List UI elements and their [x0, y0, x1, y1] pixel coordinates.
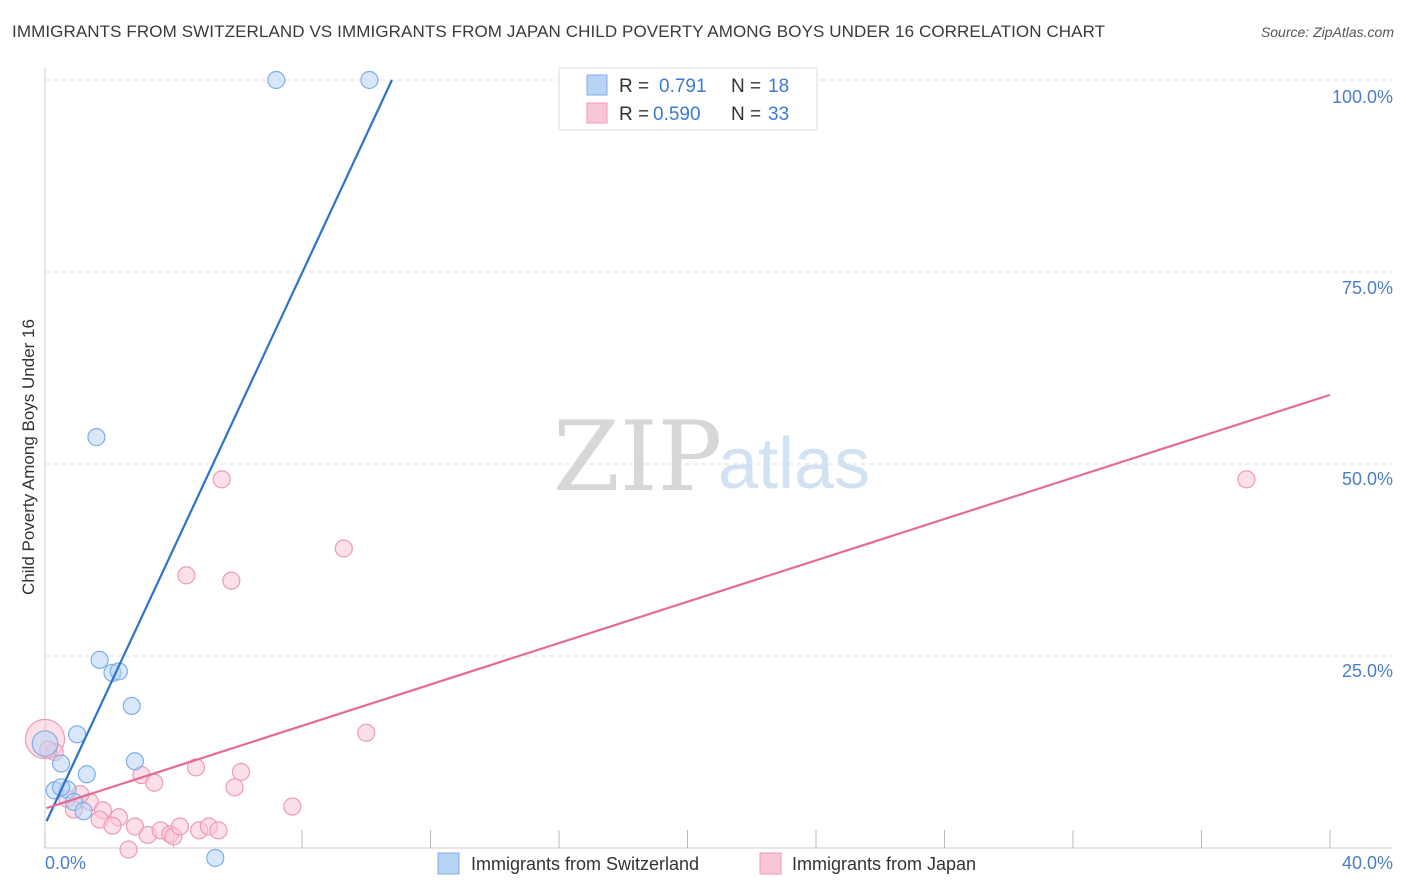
bottom-legend-swatch-switzerland [437, 852, 460, 875]
y-tick-label-75: 75.0% [1342, 278, 1393, 298]
trend-line-switzerland [45, 79, 393, 822]
point-switzerland-8 [125, 752, 145, 771]
point-japan-7 [357, 723, 376, 742]
point-switzerland-9 [51, 754, 71, 773]
y-tick-label-100: 100.0% [1332, 87, 1393, 107]
y-tick-label-50: 50.0% [1342, 469, 1393, 489]
point-switzerland-6 [122, 696, 141, 716]
point-japan-12 [225, 778, 244, 797]
x-tick-label-max: 40.0% [1342, 853, 1393, 873]
point-japan-10 [231, 762, 251, 782]
point-switzerland-16 [74, 802, 93, 821]
correlation-legend: R = 0.791 N = 18 R = 0.590 N = 33 [558, 67, 818, 131]
point-switzerland-11 [31, 730, 59, 757]
point-japan-29 [209, 821, 228, 840]
watermark-atlas: atlas [718, 424, 870, 504]
chart-title: IMMIGRANTS FROM SWITZERLAND VS IMMIGRANT… [12, 22, 1106, 41]
point-japan-5 [177, 566, 196, 585]
x-tick-label-min: 0.0% [45, 853, 86, 873]
trend-layer [45, 79, 1331, 822]
y-tick-label-25: 25.0% [1342, 661, 1393, 681]
grid-layer [45, 79, 1392, 657]
point-switzerland-17 [206, 848, 225, 868]
legend-r-value-switzerland: 0.791 [659, 76, 707, 97]
legend-n-value-japan: 33 [768, 104, 789, 125]
point-switzerland-10 [77, 765, 96, 784]
point-japan-11 [145, 773, 164, 792]
series-legend: Immigrants from Switzerland Immigrants f… [437, 852, 976, 875]
point-japan-21 [125, 817, 145, 836]
legend-swatch-japan [586, 102, 608, 124]
legend-n-label-switzerland: N = [731, 76, 761, 97]
watermark: ZIP atlas [553, 401, 870, 513]
point-switzerland-3 [90, 650, 109, 669]
trend-line-japan [46, 393, 1331, 810]
bottom-legend-label-japan: Immigrants from Japan [792, 854, 976, 874]
source-attribution: Source: ZipAtlas.com [1260, 24, 1394, 40]
legend-r-label-japan: R = [619, 104, 649, 125]
point-switzerland-7 [68, 725, 87, 744]
point-japan-30 [119, 840, 138, 859]
legend-n-value-switzerland: 18 [768, 76, 789, 97]
points-layer [24, 70, 1256, 868]
point-japan-20 [103, 816, 122, 835]
point-japan-6 [222, 571, 241, 590]
bottom-legend-label-switzerland: Immigrants from Switzerland [471, 854, 699, 874]
legend-r-label-switzerland: R = [619, 76, 649, 97]
point-japan-3 [1237, 470, 1256, 489]
point-japan-26 [170, 817, 190, 836]
point-japan-2 [212, 470, 231, 489]
watermark-zip: ZIP [553, 401, 722, 513]
point-switzerland-2 [87, 428, 106, 447]
point-switzerland-14 [51, 778, 71, 797]
legend-r-value-japan: 0.590 [653, 104, 701, 125]
y-axis-title: Child Poverty Among Boys Under 16 [19, 319, 38, 595]
point-switzerland-0 [267, 70, 286, 90]
legend-n-label-japan: N = [731, 104, 761, 125]
point-japan-4 [334, 539, 353, 558]
point-japan-13 [283, 797, 302, 816]
legend-swatch-switzerland [586, 74, 608, 96]
point-switzerland-1 [360, 70, 379, 90]
bottom-legend-swatch-japan [759, 852, 782, 875]
